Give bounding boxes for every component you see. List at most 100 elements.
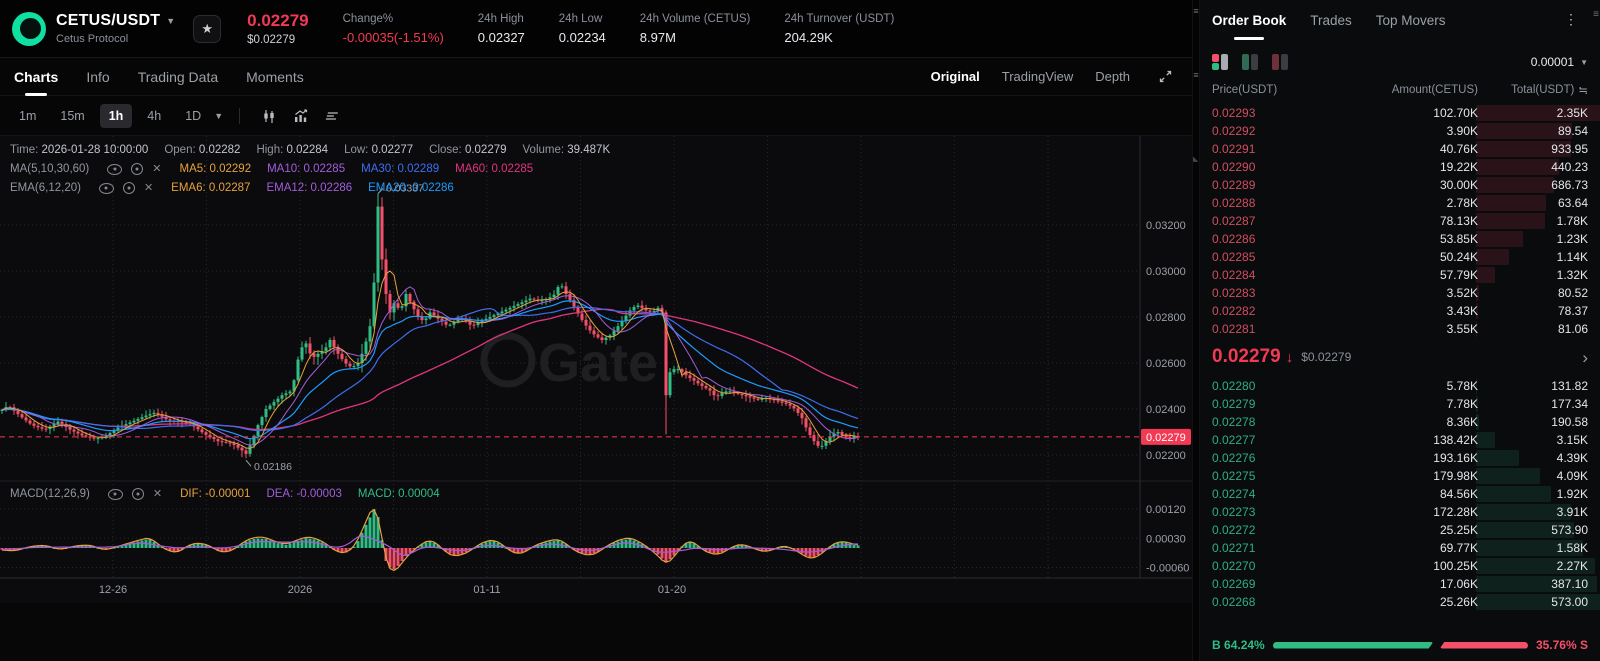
depth-bar	[1476, 504, 1572, 520]
settings-icon[interactable]	[122, 182, 135, 194]
depth-bar	[1476, 159, 1560, 175]
close-icon[interactable]: ✕	[152, 162, 162, 175]
indicator-settings-icon[interactable]	[320, 104, 346, 128]
ticker-stat: 24h Turnover (USDT) 204.29K	[784, 13, 894, 45]
bid-row[interactable]: 0.02274 84.56K 1.92K	[1200, 485, 1600, 503]
order-amount: 3.90K	[1446, 124, 1478, 138]
pair-dropdown-caret-icon[interactable]: ▼	[166, 16, 176, 26]
order-price: 0.02284	[1212, 268, 1256, 282]
price-chart-svg[interactable]: Gate 0.02279 0.03200 0.03000 0.02800 0.02600 0…	[0, 136, 1192, 603]
display-units-icon[interactable]: ≒	[1578, 85, 1588, 97]
price-chart-area[interactable]: Gate 0.02279 0.03200 0.03000 0.02800 0.02600 0…	[0, 136, 1192, 603]
order-price: 0.02287	[1212, 214, 1256, 228]
favorite-button[interactable]: ★	[193, 14, 222, 43]
eye-icon[interactable]	[107, 163, 123, 175]
tab-charts[interactable]: Charts	[14, 58, 58, 96]
drag-handle-icon[interactable]: ≡	[1193, 70, 1199, 80]
bid-row[interactable]: 0.02269 17.06K 387.10	[1200, 575, 1600, 593]
bid-row[interactable]: 0.02276 193.16K 4.39K	[1200, 449, 1600, 467]
order-amount: 2.78K	[1446, 196, 1478, 210]
order-total: 80.52	[1557, 286, 1588, 300]
timeframe-1m[interactable]: 1m	[19, 108, 37, 123]
tab-info[interactable]: Info	[86, 68, 110, 85]
ask-row[interactable]: 0.02287 78.13K 1.78K	[1200, 212, 1600, 230]
order-amount: 7.78K	[1446, 397, 1478, 411]
order-amount: 100.25K	[1433, 559, 1478, 573]
settings-icon[interactable]	[131, 163, 144, 175]
edge-drag-handle-icon[interactable]: ≡	[1593, 9, 1599, 20]
drag-handle-icon[interactable]: ≡	[1193, 6, 1199, 16]
ob-mode-bids-icon[interactable]	[1242, 54, 1258, 70]
eye-icon[interactable]	[107, 488, 123, 500]
candlestick-style-icon[interactable]	[256, 104, 282, 128]
stat-label: 24h Turnover (USDT)	[784, 12, 895, 25]
bid-row[interactable]: 0.02268 25.26K 573.00	[1200, 593, 1600, 611]
chevron-right-icon[interactable]: ›	[1582, 347, 1588, 367]
timeframe-1D[interactable]: 1D	[185, 108, 202, 123]
ask-row[interactable]: 0.02293 102.70K 2.35K	[1200, 104, 1600, 122]
timeframe-15m[interactable]: 15m	[60, 108, 85, 123]
depth-bar	[1476, 177, 1554, 193]
bid-row[interactable]: 0.02277 138.42K 3.15K	[1200, 431, 1600, 449]
collapse-triangle-icon[interactable]: ◣	[1193, 156, 1199, 163]
ob-tab-trades[interactable]: Trades	[1310, 12, 1352, 28]
close-icon[interactable]: ✕	[143, 181, 154, 194]
order-total: 177.34	[1551, 397, 1588, 411]
bid-row[interactable]: 0.02273 172.28K 3.91K	[1200, 503, 1600, 521]
depth-bar	[1476, 213, 1545, 229]
ob-mode-asks-icon[interactable]	[1272, 54, 1288, 70]
svg-text:0.03000: 0.03000	[1146, 266, 1186, 278]
pair-header: CETUS/USDT ▼ Cetus Protocol ★ 0.02279 $0…	[0, 0, 1192, 58]
view-depth[interactable]: Depth	[1095, 69, 1130, 84]
ask-row[interactable]: 0.02289 30.00K 686.73	[1200, 176, 1600, 194]
timeframe-dropdown-caret-icon[interactable]: ▼	[214, 110, 224, 121]
ask-row[interactable]: 0.02291 40.76K 933.95	[1200, 140, 1600, 158]
more-menu-icon[interactable]: ⋮	[1564, 11, 1578, 27]
ask-row[interactable]: 0.02282 3.43K 78.37	[1200, 302, 1600, 320]
order-price: 0.02279	[1212, 397, 1256, 411]
settings-icon[interactable]	[131, 488, 144, 500]
bid-row[interactable]: 0.02275 179.98K 4.09K	[1200, 467, 1600, 485]
view-original[interactable]: Original	[930, 69, 980, 84]
close-icon[interactable]: ✕	[152, 487, 163, 500]
ob-tab-top-movers[interactable]: Top Movers	[1375, 12, 1446, 28]
order-price: 0.02282	[1212, 304, 1256, 318]
bid-row[interactable]: 0.02271 69.77K 1.58K	[1200, 539, 1600, 557]
bid-row[interactable]: 0.02272 25.25K 573.90	[1200, 521, 1600, 539]
fullscreen-icon[interactable]	[1152, 65, 1178, 89]
stat-label: 24h High	[477, 12, 524, 25]
timeframe-1h[interactable]: 1h	[99, 103, 133, 128]
ask-row[interactable]: 0.02284 57.79K 1.32K	[1200, 266, 1600, 284]
current-price-row[interactable]: 0.02279 ↓ $0.02279 ›	[1200, 341, 1600, 373]
bid-row[interactable]: 0.02279 7.78K 177.34	[1200, 395, 1600, 413]
depth-bar	[1476, 468, 1541, 484]
ask-row[interactable]: 0.02288 2.78K 63.64	[1200, 194, 1600, 212]
ask-row[interactable]: 0.02290 19.22K 440.23	[1200, 158, 1600, 176]
bid-row[interactable]: 0.02270 100.25K 2.27K	[1200, 557, 1600, 575]
timeframe-4h[interactable]: 4h	[147, 108, 162, 123]
ask-row[interactable]: 0.02285 50.24K 1.14K	[1200, 248, 1600, 266]
ask-row[interactable]: 0.02292 3.90K 89.54	[1200, 122, 1600, 140]
order-total: 3.15K	[1556, 433, 1588, 447]
view-tradingview[interactable]: TradingView	[1001, 69, 1074, 84]
orderbook-controls: 0.00001 ▼	[1200, 46, 1600, 78]
ob-mode-both-icon[interactable]	[1212, 54, 1228, 70]
ask-row[interactable]: 0.02286 53.85K 1.23K	[1200, 230, 1600, 248]
bid-row[interactable]: 0.02280 5.78K 131.82	[1200, 377, 1600, 395]
chart-indicators-icon[interactable]	[288, 104, 314, 128]
eye-icon[interactable]	[98, 182, 114, 194]
ask-row[interactable]: 0.02281 3.55K 81.06	[1200, 320, 1600, 338]
col-price: Price(USDT)	[1212, 84, 1278, 96]
bid-row[interactable]: 0.02278 8.36K 190.58	[1200, 413, 1600, 431]
price-block: 0.02279 $0.02279	[247, 11, 308, 46]
depth-bar	[1476, 123, 1572, 139]
last-price: 0.02279	[247, 11, 309, 30]
panel-resize-divider[interactable]: ≡ ≡ ◣	[1192, 0, 1200, 661]
precision-select[interactable]: 0.00001 ▼	[1531, 55, 1588, 69]
tab-trading-data[interactable]: Trading Data	[137, 68, 219, 85]
ask-row[interactable]: 0.02283 3.52K 80.52	[1200, 284, 1600, 302]
pair-selector[interactable]: CETUS/USDT ▼ Cetus Protocol	[56, 12, 175, 45]
indicator-icons: ✕	[107, 487, 163, 500]
tab-moments[interactable]: Moments	[246, 68, 304, 85]
ob-tab-order-book[interactable]: Order Book	[1212, 0, 1286, 40]
